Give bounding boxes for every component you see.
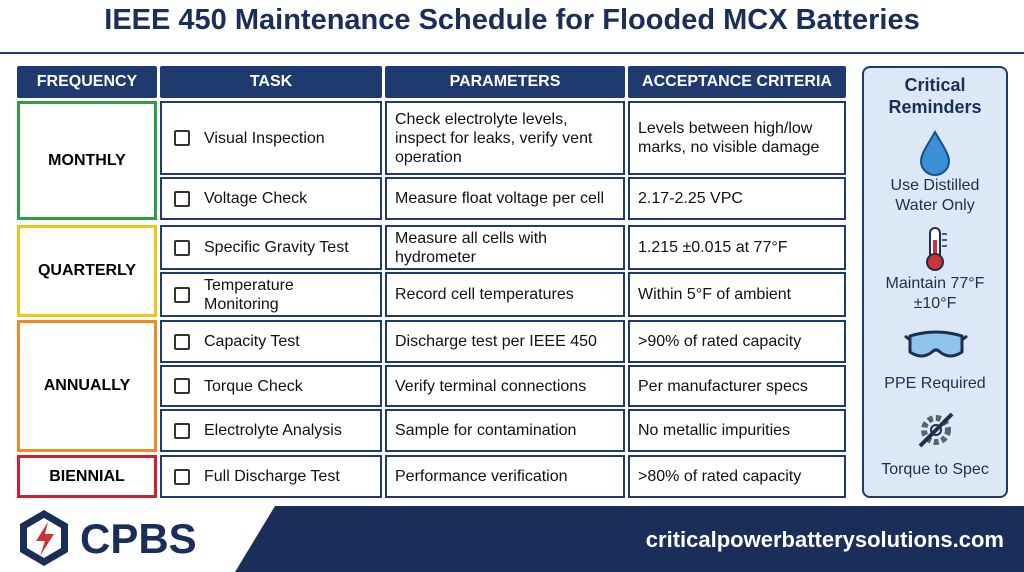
column-header: ACCEPTANCE CRITERIA [628, 66, 846, 98]
task-cell: Voltage Check [160, 177, 382, 220]
checkbox[interactable] [174, 286, 190, 303]
checkbox[interactable] [174, 333, 190, 350]
cell-text: >90% of rated capacity [638, 333, 802, 350]
criteria-cell: 2.17-2.25 VPC [628, 177, 846, 220]
logo-text: CPBS [80, 515, 197, 562]
checkbox[interactable] [174, 378, 190, 394]
sidebar: Critical Reminders Use Distilled Water O… [862, 66, 1008, 498]
sidebar-title: Critical Reminders [888, 75, 982, 117]
thermometer-icon [926, 227, 947, 271]
footer-url: criticalpowerbatterysolutions.com [646, 527, 1004, 552]
column-header: PARAMETERS [385, 66, 625, 98]
parameters-cell: Sample for contamination [385, 409, 625, 452]
column-header: TASK [160, 66, 382, 98]
cell-text: Sample for contamination [395, 422, 577, 439]
cell-text: Torque Check [204, 377, 303, 395]
cell-text: Voltage Check [204, 190, 308, 207]
checkbox[interactable] [174, 130, 190, 146]
cell-text: Temperature Monitoring [204, 276, 294, 313]
frequency-cell: MONTHLY [17, 101, 157, 220]
frequency-cell: QUARTERLY [17, 225, 157, 317]
column-header: FREQUENCY [17, 66, 157, 98]
cell-text: Levels between high/low marks, no visibl… [638, 120, 820, 156]
cell-text: Verify terminal connections [395, 377, 587, 395]
frequency-cell: BIENNIAL [17, 455, 157, 498]
task-cell: Temperature Monitoring [160, 272, 382, 317]
cell-text: >80% of rated capacity [638, 468, 802, 485]
cell-text: Specific Gravity Test [204, 239, 349, 256]
drop-icon [919, 130, 951, 176]
task-cell: Capacity Test [160, 320, 382, 363]
criteria-cell: 1.215 ±0.015 at 77°F [628, 225, 846, 270]
cell-text: Measure all cells with hydrometer [395, 229, 548, 266]
task-cell: Specific Gravity Test [160, 225, 382, 270]
sidebar-item: Use Distilled Water Only [890, 177, 980, 214]
criteria-cell: Within 5°F of ambient [628, 272, 846, 317]
criteria-cell: No metallic impurities [628, 409, 846, 452]
cell-text: Check electrolyte levels, inspect for le… [395, 110, 593, 166]
cell-text: Capacity Test [204, 333, 300, 350]
task-cell: Torque Check [160, 365, 382, 407]
cell-text: Performance verification [395, 468, 568, 485]
sidebar-item: Torque to Spec [881, 461, 989, 478]
cell-text: Per manufacturer specs [638, 377, 808, 395]
cell-text: No metallic impurities [638, 422, 791, 439]
cell-text: Within 5°F of ambient [638, 286, 792, 303]
sidebar-item: Maintain 77°F ±10°F [885, 275, 985, 312]
checkbox[interactable] [174, 468, 190, 485]
cell-text: 2.17-2.25 VPC [638, 190, 743, 207]
parameters-cell: Discharge test per IEEE 450 [385, 320, 625, 363]
checkbox[interactable] [174, 422, 190, 439]
cell-text: Electrolyte Analysis [204, 422, 342, 439]
criteria-cell: >80% of rated capacity [628, 455, 846, 498]
sidebar-item: PPE Required [884, 375, 986, 392]
parameters-cell: Verify terminal connections [385, 365, 625, 407]
task-cell: Electrolyte Analysis [160, 409, 382, 452]
criteria-cell: Per manufacturer specs [628, 365, 846, 407]
title: IEEE 450 Maintenance Schedule for Floode… [104, 4, 920, 36]
parameters-cell: Check electrolyte levels, inspect for le… [385, 101, 625, 175]
title-rule [0, 52, 1024, 54]
checkbox[interactable] [174, 239, 190, 256]
parameters-cell: Performance verification [385, 455, 625, 498]
cell-text: Discharge test per IEEE 450 [395, 333, 597, 350]
frequency-cell: ANNUALLY [17, 320, 157, 452]
cell-text: Visual Inspection [204, 129, 325, 147]
parameters-cell: Measure float voltage per cell [385, 177, 625, 220]
cell-text: Full Discharge Test [204, 468, 340, 485]
parameters-cell: Measure all cells with hydrometer [385, 225, 625, 270]
tools-icon [918, 412, 954, 448]
cell-text: 1.215 ±0.015 at 77°F [638, 239, 788, 256]
task-cell: Visual Inspection [160, 101, 382, 175]
criteria-cell: >90% of rated capacity [628, 320, 846, 363]
goggles-icon [904, 330, 968, 358]
cell-text: Record cell temperatures [395, 286, 574, 303]
cell-text: Measure float voltage per cell [395, 190, 604, 207]
task-cell: Full Discharge Test [160, 455, 382, 498]
checkbox[interactable] [174, 190, 190, 207]
footer: CPBS criticalpowerbatterysolutions.com [20, 506, 1024, 572]
parameters-cell: Record cell temperatures [385, 272, 625, 317]
criteria-cell: Levels between high/low marks, no visibl… [628, 101, 846, 175]
